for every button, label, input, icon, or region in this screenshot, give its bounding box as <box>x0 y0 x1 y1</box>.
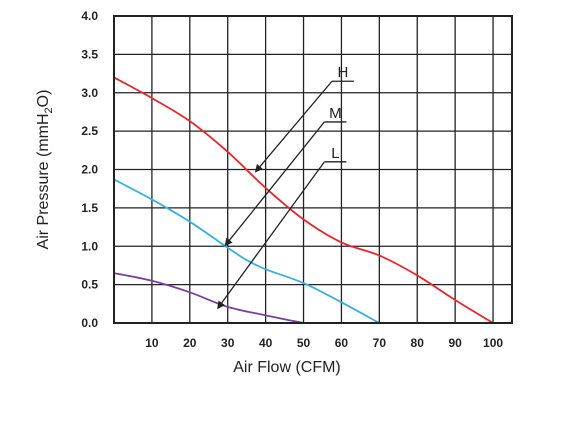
y-tick-label: 4.0 <box>81 9 98 23</box>
annotation-label-m: M <box>329 105 342 122</box>
x-tick-label: 40 <box>259 336 273 350</box>
y-tick-label: 0.0 <box>81 316 98 330</box>
x-tick-label: 10 <box>145 336 159 350</box>
series-annotations: H M L <box>217 64 354 310</box>
y-tick-label: 3.5 <box>81 47 98 61</box>
annotation-label-h: H <box>338 64 349 81</box>
x-tick-label: 30 <box>221 336 235 350</box>
series-line-m <box>113 178 380 324</box>
x-tick-label: 60 <box>335 336 349 350</box>
annotation-arrow-h <box>254 80 333 173</box>
series-line-l <box>113 272 304 324</box>
y-tick-labels: 0.0 0.5 1.0 1.5 2.0 2.5 3.0 3.5 4.0 <box>81 9 98 330</box>
x-tick-label: 80 <box>411 336 425 350</box>
x-tick-labels: 10 20 30 40 50 60 70 80 90 100 <box>145 336 503 350</box>
annotation-arrow-m <box>224 121 325 247</box>
x-axis-label: Air Flow (CFM) <box>233 359 341 376</box>
plot-frame <box>113 15 513 324</box>
y-tick-label: 1.0 <box>81 239 98 253</box>
annotation-label-l: L <box>331 145 339 162</box>
y-axis-label-main: Air Pressure (mmH <box>35 113 52 249</box>
y-axis-label-subscript: 2 <box>43 107 55 113</box>
x-tick-label: 100 <box>483 336 503 350</box>
y-tick-label: 3.0 <box>81 86 98 100</box>
x-tick-label: 20 <box>183 336 197 350</box>
y-axis-label: Air Pressure (mmH2O) <box>35 90 55 250</box>
y-tick-label: 2.0 <box>81 163 98 177</box>
series-line-h <box>113 76 494 324</box>
x-tick-label: 70 <box>373 336 387 350</box>
y-tick-label: 0.5 <box>81 278 98 292</box>
series-lines <box>113 76 494 324</box>
y-axis-label-end: O) <box>35 90 52 108</box>
grid <box>114 15 512 324</box>
y-tick-label: 1.5 <box>81 201 98 215</box>
annotation-arrow-l <box>217 161 325 310</box>
y-tick-label: 2.5 <box>81 124 98 138</box>
x-tick-label: 50 <box>297 336 311 350</box>
x-tick-label: 90 <box>448 336 462 350</box>
